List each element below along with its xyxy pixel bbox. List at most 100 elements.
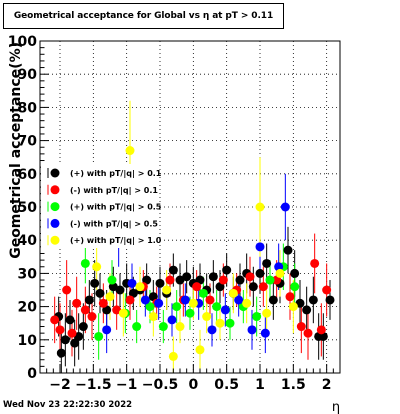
- data-point: [242, 298, 252, 308]
- data-point: [225, 318, 235, 328]
- data-point: [125, 146, 135, 156]
- data-point: [325, 295, 335, 305]
- data-point: [72, 298, 82, 308]
- x-tick-label: 0.5: [214, 377, 239, 393]
- data-point: [295, 298, 305, 308]
- data-point: [235, 275, 245, 285]
- data-point: [50, 315, 60, 325]
- y-tick-label: 60: [18, 167, 38, 183]
- data-point: [56, 348, 66, 358]
- x-tick-label: 1: [255, 377, 265, 393]
- x-tick-label: 2: [322, 377, 332, 393]
- data-point: [262, 308, 272, 318]
- data-point: [107, 275, 117, 285]
- data-point: [92, 262, 102, 272]
- data-point: [185, 308, 195, 318]
- legend-entry-label: (-) with pT/|q| > 0.1: [70, 186, 158, 195]
- data-point: [283, 245, 293, 255]
- data-point: [234, 295, 244, 305]
- data-point: [262, 258, 272, 268]
- data-point: [175, 275, 185, 285]
- data-point: [207, 325, 217, 335]
- data-point: [258, 282, 268, 292]
- x-axis-label: η: [332, 400, 340, 414]
- data-point: [62, 285, 72, 295]
- legend-box: [41, 164, 159, 248]
- legend-marker: [50, 235, 60, 245]
- data-point: [195, 275, 205, 285]
- data-point: [245, 272, 255, 282]
- data-point: [55, 325, 65, 335]
- data-point: [140, 295, 150, 305]
- x-tick-label: −1.5: [75, 377, 112, 393]
- y-tick-label: 70: [18, 134, 38, 150]
- data-point: [220, 305, 230, 315]
- data-point: [60, 335, 70, 345]
- data-point: [247, 325, 257, 335]
- legend-entry-label: (+) with pT/|q| > 0.5: [70, 203, 162, 212]
- legend-marker: [50, 168, 60, 178]
- data-point: [125, 295, 135, 305]
- data-point: [198, 288, 208, 298]
- data-point: [80, 258, 90, 268]
- legend-entry-label: (-) with pT/|q| > 0.5: [70, 219, 158, 228]
- data-point: [272, 275, 282, 285]
- data-point: [192, 282, 202, 292]
- data-point: [195, 345, 205, 355]
- data-point: [70, 338, 80, 348]
- data-point: [255, 268, 265, 278]
- y-tick-label: 0: [27, 366, 37, 382]
- data-point: [115, 285, 125, 295]
- data-point: [168, 351, 178, 361]
- chart-title-box: Geometrical acceptance for Global vs η a…: [3, 3, 284, 29]
- legend-entry-label: (+) with pT/|q| > 1.0: [70, 236, 162, 245]
- x-tick-label: 1.5: [281, 377, 306, 393]
- y-axis-label: Geometrical acceptance(%): [8, 42, 24, 259]
- data-point: [303, 328, 313, 338]
- data-point: [265, 275, 275, 285]
- data-point: [215, 282, 225, 292]
- data-point: [168, 265, 178, 275]
- data-point: [280, 202, 290, 212]
- data-point: [205, 295, 215, 305]
- data-point: [154, 298, 164, 308]
- data-point: [98, 298, 108, 308]
- data-point: [118, 308, 128, 318]
- legend-marker: [50, 202, 60, 212]
- data-point: [158, 322, 168, 332]
- data-point: [288, 302, 298, 312]
- data-point: [285, 292, 295, 302]
- data-point: [302, 305, 312, 315]
- data-point: [215, 318, 225, 328]
- data-point: [148, 312, 158, 322]
- data-point: [94, 331, 104, 341]
- data-point: [248, 282, 258, 292]
- legend-entry-label: (+) with pT/|q| > 0.1: [70, 169, 162, 178]
- timestamp: Wed Nov 23 22:22:30 2022: [3, 400, 133, 410]
- data-point: [67, 328, 77, 338]
- x-tick-label: 0: [188, 377, 198, 393]
- data-point: [212, 302, 222, 312]
- legend-marker: [50, 218, 60, 228]
- data-point: [95, 288, 105, 298]
- data-markers: [50, 146, 335, 361]
- data-point: [218, 275, 228, 285]
- data-point: [78, 322, 88, 332]
- data-point: [155, 278, 165, 288]
- data-point: [128, 288, 138, 298]
- data-point: [296, 322, 306, 332]
- data-point: [112, 305, 122, 315]
- data-point: [255, 202, 265, 212]
- data-point: [290, 268, 300, 278]
- data-point: [175, 322, 185, 332]
- y-tick-label: 100: [8, 34, 37, 50]
- data-point: [252, 312, 262, 322]
- y-tick-label: 20: [18, 300, 38, 316]
- data-point: [132, 322, 142, 332]
- data-point: [74, 331, 84, 341]
- data-point: [310, 258, 320, 268]
- data-point: [202, 312, 212, 322]
- data-point: [65, 315, 75, 325]
- data-point: [142, 275, 152, 285]
- data-point: [322, 285, 332, 295]
